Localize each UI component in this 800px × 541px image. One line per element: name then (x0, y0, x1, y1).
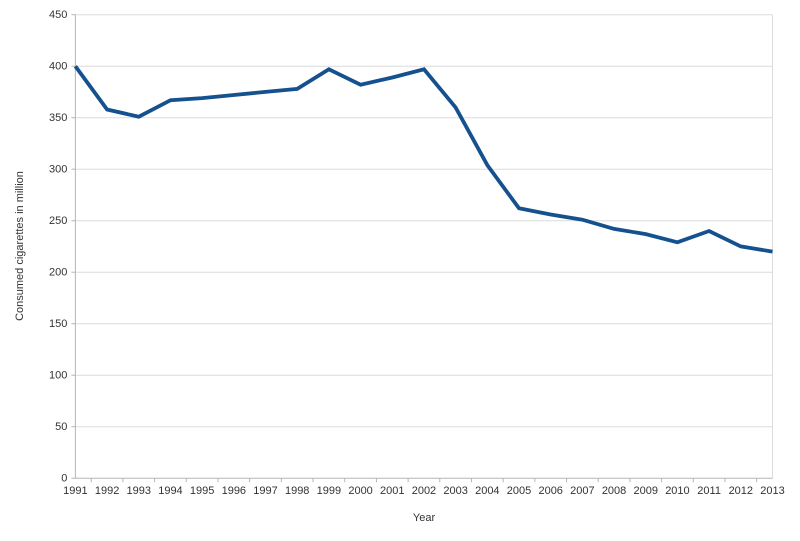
x-tick-label: 1995 (190, 485, 214, 497)
x-tick-label: 2011 (697, 485, 721, 497)
x-tick-label: 1993 (127, 485, 151, 497)
x-tick-label: 1994 (158, 485, 182, 497)
y-tick-label: 0 (61, 473, 67, 485)
y-tick-label: 200 (49, 267, 67, 279)
x-tick-label: 2002 (412, 485, 436, 497)
x-tick-label: 2001 (380, 485, 404, 497)
x-tick-label: 2013 (760, 485, 784, 497)
x-tick-label: 1991 (63, 485, 87, 497)
x-tick-label: 2005 (507, 485, 531, 497)
y-tick-label: 250 (49, 215, 67, 227)
x-tick-label: 2006 (538, 485, 562, 497)
x-tick-label: 2008 (602, 485, 626, 497)
y-tick-label: 400 (49, 61, 67, 73)
x-axis-title: Year (412, 512, 436, 524)
y-tick-label: 300 (49, 164, 67, 176)
x-tick-label: 2009 (634, 485, 658, 497)
x-tick-label: 1996 (222, 485, 246, 497)
y-axis-title: Consumed cigarettes in million (14, 171, 26, 321)
x-tick-label: 2012 (729, 485, 753, 497)
y-tick-label: 100 (49, 370, 67, 382)
x-tick-label: 1992 (95, 485, 119, 497)
x-tick-label: 1997 (253, 485, 277, 497)
x-tick-label: 2004 (475, 485, 499, 497)
x-tick-label: 2010 (665, 485, 689, 497)
x-tick-label: 1999 (317, 485, 341, 497)
x-tick-label: 2007 (570, 485, 594, 497)
x-tick-label: 2003 (443, 485, 467, 497)
data-line (73, 65, 773, 254)
x-tick-label: 2000 (348, 485, 372, 497)
y-tick-label: 350 (49, 112, 67, 124)
y-tick-label: 150 (49, 318, 67, 330)
x-tick-label: 1998 (285, 485, 309, 497)
y-tick-label: 50 (55, 421, 67, 433)
y-tick-label: 450 (49, 9, 67, 21)
